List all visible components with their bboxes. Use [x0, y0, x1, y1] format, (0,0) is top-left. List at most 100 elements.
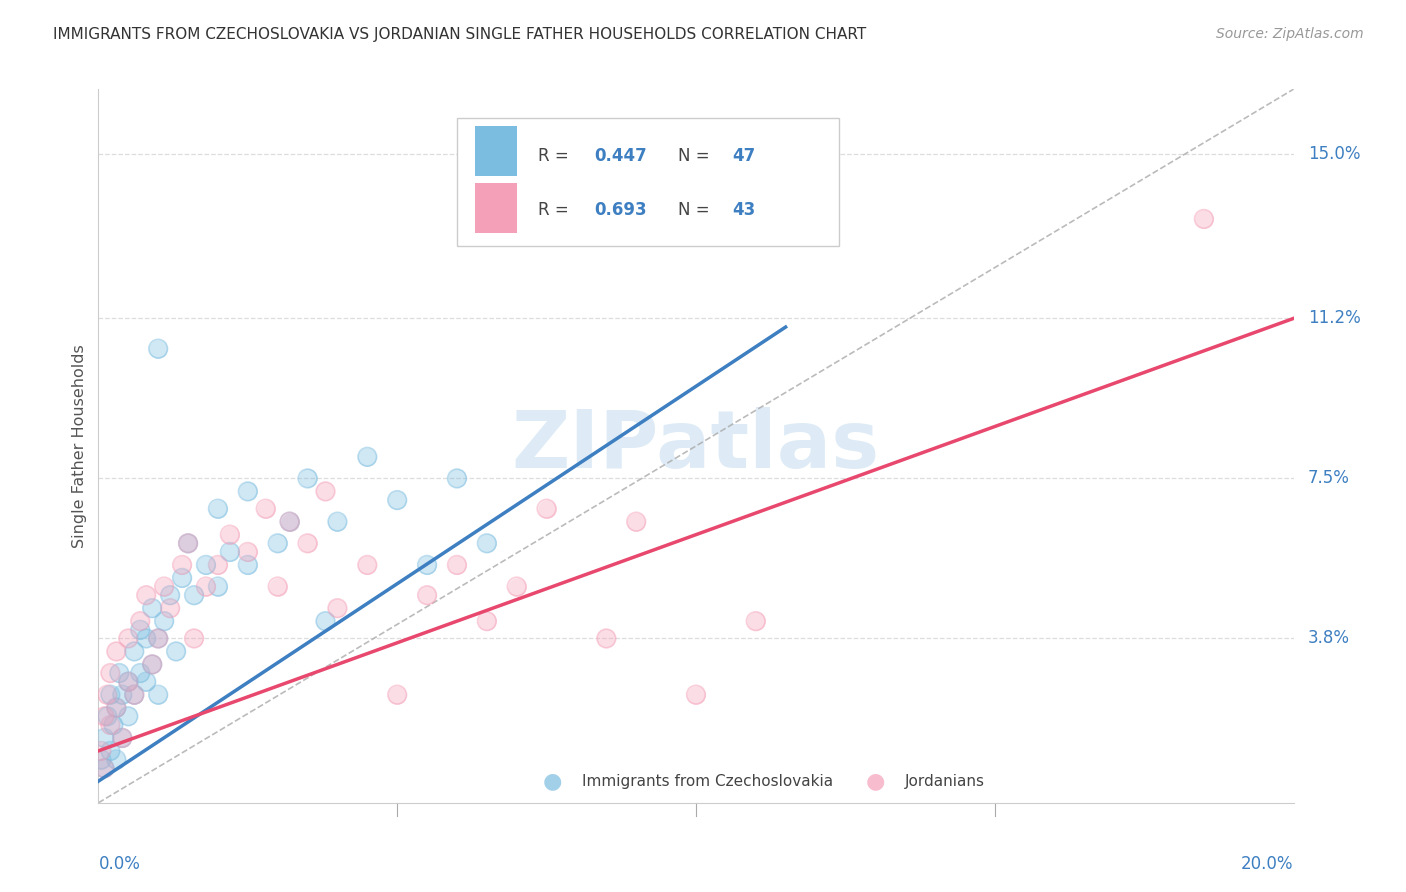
- Point: [326, 515, 349, 529]
- Point: [506, 580, 529, 594]
- Point: [105, 644, 128, 658]
- Point: [207, 501, 229, 516]
- Point: [93, 761, 115, 775]
- Point: [315, 614, 337, 628]
- Point: [326, 601, 349, 615]
- Text: 47: 47: [733, 147, 755, 165]
- Point: [236, 545, 259, 559]
- Point: [117, 674, 139, 689]
- Point: [236, 484, 259, 499]
- Point: [236, 484, 259, 499]
- Point: [141, 601, 163, 615]
- Point: [207, 558, 229, 572]
- Point: [153, 580, 176, 594]
- Point: [172, 571, 194, 585]
- Point: [148, 632, 170, 646]
- Text: Jordanians: Jordanians: [905, 774, 986, 789]
- Point: [148, 688, 170, 702]
- Point: [195, 580, 218, 594]
- Point: [183, 632, 205, 646]
- Text: ●: ●: [543, 772, 562, 791]
- Point: [90, 744, 112, 758]
- Point: [124, 688, 146, 702]
- Point: [267, 580, 290, 594]
- Point: [129, 623, 152, 637]
- Text: IMMIGRANTS FROM CZECHOSLOVAKIA VS JORDANIAN SINGLE FATHER HOUSEHOLDS CORRELATION: IMMIGRANTS FROM CZECHOSLOVAKIA VS JORDAN…: [53, 27, 866, 42]
- Point: [141, 657, 163, 672]
- Point: [148, 688, 170, 702]
- Point: [117, 709, 139, 723]
- Text: 43: 43: [733, 202, 755, 219]
- Point: [385, 493, 409, 508]
- Text: 0.447: 0.447: [595, 147, 647, 165]
- Point: [159, 588, 181, 602]
- Point: [475, 614, 498, 628]
- Point: [267, 580, 290, 594]
- Point: [111, 731, 134, 745]
- Point: [745, 614, 768, 628]
- Point: [141, 657, 163, 672]
- Point: [385, 493, 409, 508]
- Point: [124, 644, 146, 658]
- FancyBboxPatch shape: [475, 126, 517, 176]
- Point: [159, 601, 181, 615]
- Point: [446, 471, 468, 485]
- Point: [98, 688, 122, 702]
- Point: [117, 632, 139, 646]
- Text: 11.2%: 11.2%: [1308, 310, 1361, 327]
- Point: [595, 632, 617, 646]
- Point: [219, 527, 242, 541]
- Point: [297, 536, 319, 550]
- Point: [416, 588, 439, 602]
- Point: [254, 501, 277, 516]
- Point: [475, 614, 498, 628]
- Point: [207, 580, 229, 594]
- Point: [183, 632, 205, 646]
- Point: [236, 558, 259, 572]
- Point: [159, 601, 181, 615]
- Point: [315, 484, 337, 499]
- Point: [105, 700, 128, 714]
- Point: [124, 644, 146, 658]
- Point: [356, 450, 378, 464]
- Text: 3.8%: 3.8%: [1308, 630, 1350, 648]
- Point: [685, 688, 707, 702]
- Point: [103, 718, 125, 732]
- Point: [105, 644, 128, 658]
- Point: [536, 501, 558, 516]
- Point: [108, 666, 131, 681]
- Point: [135, 632, 157, 646]
- Point: [96, 709, 118, 723]
- Point: [129, 614, 152, 628]
- Point: [172, 558, 194, 572]
- Point: [254, 501, 277, 516]
- Point: [195, 580, 218, 594]
- Point: [177, 536, 200, 550]
- Point: [236, 545, 259, 559]
- Point: [93, 709, 115, 723]
- Point: [98, 744, 122, 758]
- Point: [278, 515, 301, 529]
- Point: [297, 536, 319, 550]
- Point: [108, 666, 131, 681]
- Point: [93, 761, 115, 775]
- Point: [124, 688, 146, 702]
- Point: [315, 614, 337, 628]
- Text: Source: ZipAtlas.com: Source: ZipAtlas.com: [1216, 27, 1364, 41]
- Point: [111, 731, 134, 745]
- Point: [219, 545, 242, 559]
- Point: [129, 666, 152, 681]
- Point: [148, 342, 170, 356]
- Point: [98, 744, 122, 758]
- Point: [626, 515, 648, 529]
- Text: N =: N =: [678, 147, 714, 165]
- Point: [219, 527, 242, 541]
- Point: [267, 536, 290, 550]
- Point: [93, 731, 115, 745]
- Point: [278, 515, 301, 529]
- Point: [117, 674, 139, 689]
- Point: [195, 558, 218, 572]
- Point: [111, 731, 134, 745]
- Point: [297, 471, 319, 485]
- Point: [595, 632, 617, 646]
